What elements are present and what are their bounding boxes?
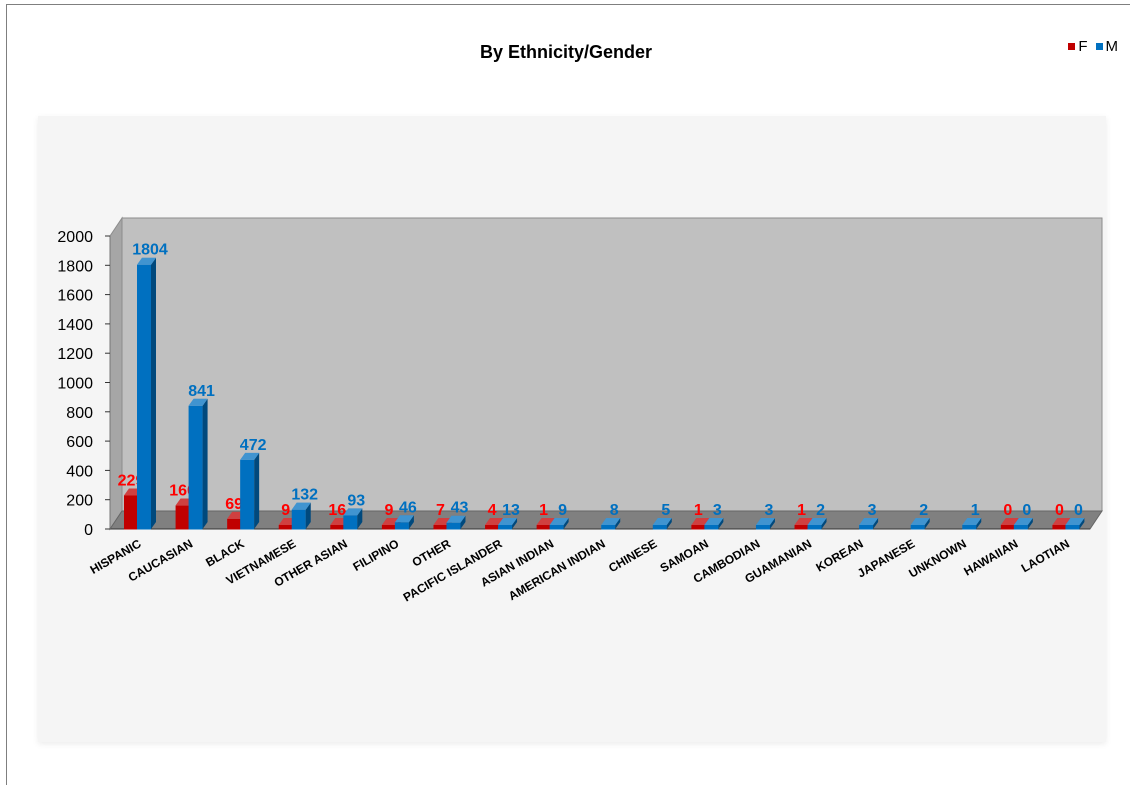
bar-m-front [189,406,203,530]
data-label-m: 93 [347,492,365,509]
data-label-m: 13 [502,502,520,519]
y-tick-label: 1800 [57,258,93,275]
bar-m-front [653,525,667,530]
bar-m-front [343,515,357,529]
bar-f-front [691,525,705,530]
data-label-m: 0 [1022,502,1031,519]
data-label-m: 8 [610,502,619,519]
bar-m-front [704,525,718,530]
bar-m-front [137,265,151,530]
category-label: BLACK [203,536,247,569]
bar-m-front [240,460,254,530]
y-tick-label: 1200 [57,346,93,363]
bar-f-front [124,495,138,529]
data-label-f: 0 [1003,502,1012,519]
bar-m-front [601,525,615,530]
data-label-m: 132 [291,487,318,504]
category-label: FILIPINO [351,536,402,573]
bar-f-front [176,506,190,530]
data-label-m: 46 [399,499,417,516]
bar-m-front [1065,525,1079,530]
bar-m-front [550,525,564,530]
bar-m-front [498,525,512,530]
data-label-m: 2 [816,502,825,519]
category-label: JAPANESE [855,536,917,580]
back-wall [122,218,1102,511]
bar-m-front [756,525,770,530]
bar-m-front [859,525,873,530]
bar-f-front [1001,525,1015,530]
y-tick-label: 400 [66,463,93,480]
data-label-m: 1804 [132,242,168,259]
bar-m-front [808,525,822,530]
data-label-f: 9 [384,502,393,519]
y-tick-label: 2000 [57,229,93,246]
data-label-m: 2 [919,502,928,519]
bar-f-front [330,525,344,530]
data-label-m: 841 [188,383,215,400]
data-label-m: 9 [558,502,567,519]
category-label: LAOTIAN [1019,536,1072,575]
data-label-m: 0 [1074,502,1083,519]
category-label: HAWAIIAN [961,536,1020,578]
bar-m-front [911,525,925,530]
data-label-m: 3 [764,502,773,519]
category-label: UNKNOWN [906,536,968,580]
bar-m-side [254,453,259,529]
bar-m-front [962,525,976,530]
bar-m-front [1014,525,1028,530]
bar-m-front [395,522,409,529]
y-tick-label: 1600 [57,288,93,305]
bar-m-side [151,258,156,529]
bar-m-front [446,523,460,530]
data-label-f: 0 [1055,502,1064,519]
y-tick-label: 0 [84,522,93,539]
data-label-f: 9 [281,502,290,519]
bar-m-front [292,510,306,530]
data-label-m: 5 [661,502,670,519]
data-label-m: 43 [451,500,469,517]
bar-m-side [203,399,208,529]
data-label-f: 1 [694,502,703,519]
category-label: CHINESE [606,536,659,575]
bar-f-front [382,525,396,530]
y-tick-label: 600 [66,434,93,451]
data-label-f: 4 [488,502,497,519]
data-label-f: 1 [797,502,806,519]
y-tick-label: 1000 [57,376,93,393]
data-label-m: 472 [240,437,267,454]
bar-f-front [1052,525,1066,530]
bar-f-front [279,525,293,530]
y-tick-label: 800 [66,405,93,422]
y-tick-label: 200 [66,493,93,510]
bar-f-front [485,525,499,530]
bar-f-front [227,519,241,530]
data-label-m: 3 [713,502,722,519]
category-label: AMERICAN INDIAN [506,536,608,603]
data-label-m: 3 [868,502,877,519]
data-label-f: 7 [436,502,445,519]
bar-f-front [433,525,447,530]
bar-f-front [537,525,551,530]
category-label: OTHER [410,536,454,569]
y-tick-label: 1400 [57,317,93,334]
data-label-f: 1 [539,502,548,519]
bar-f-front [795,525,809,530]
data-label-m: 1 [971,502,980,519]
